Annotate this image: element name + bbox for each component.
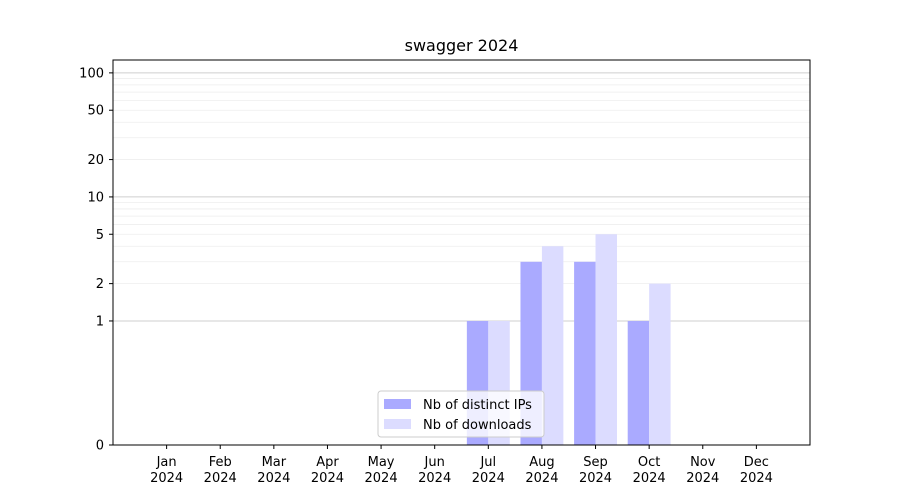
legend-swatch-distinct-ips <box>384 399 411 409</box>
y-tick-label: 20 <box>87 153 104 168</box>
x-tick-year: 2024 <box>579 471 612 486</box>
x-tick-label: Jul 2024 <box>472 455 505 486</box>
x-tick-label: Nov 2024 <box>686 455 719 486</box>
x-tick-label: May 2024 <box>365 455 398 486</box>
x-tick-year: 2024 <box>686 471 719 486</box>
bar-distinct-ips-oct <box>627 320 650 445</box>
x-tick-year: 2024 <box>150 471 183 486</box>
x-tick-label: Aug 2024 <box>525 455 558 486</box>
y-tick-label: 2 <box>96 277 104 292</box>
x-tick-month: Jun <box>424 455 445 470</box>
chart-title: swagger 2024 <box>405 36 519 55</box>
x-tick-month: Mar <box>262 455 287 470</box>
x-tick-month: Feb <box>209 455 232 470</box>
x-tick-month: Oct <box>638 455 660 470</box>
major-grid <box>113 72 810 322</box>
x-tick-label: Mar 2024 <box>257 455 290 486</box>
x-tick-year: 2024 <box>204 471 237 486</box>
x-tick-label: Feb 2024 <box>204 455 237 486</box>
x-tick-label: Jan 2024 <box>150 455 183 486</box>
bar-downloads-sep <box>595 234 617 445</box>
x-tick-year: 2024 <box>525 471 558 486</box>
x-tick-month: Dec <box>744 455 769 470</box>
x-tick-label: Apr 2024 <box>311 455 344 486</box>
plot-frame <box>112 59 811 446</box>
x-tick-label: Oct 2024 <box>633 455 666 486</box>
x-tick-month: Aug <box>529 455 554 470</box>
x-tick-month: May <box>368 455 395 470</box>
x-tick-year: 2024 <box>257 471 290 486</box>
x-tick-year: 2024 <box>418 471 451 486</box>
bar-downloads-oct <box>649 283 671 445</box>
y-tick-label: 100 <box>79 66 104 81</box>
x-tick-month: Jul <box>479 455 496 470</box>
y-tick-label: 0 <box>96 439 104 454</box>
x-tick-month: Sep <box>583 455 608 470</box>
y-tick-label: 50 <box>87 104 104 119</box>
legend-box <box>377 390 545 438</box>
legend-swatch-downloads <box>384 419 411 429</box>
legend-label-downloads: Nb of downloads <box>423 418 532 433</box>
x-tick-label: Jun 2024 <box>418 455 451 486</box>
y-tick-label: 5 <box>96 228 104 243</box>
legend: Nb of distinct IPs Nb of downloads <box>377 390 545 438</box>
x-tick-year: 2024 <box>633 471 666 486</box>
x-tick-month: Nov <box>690 455 716 470</box>
bar-distinct-ips-sep <box>574 261 596 445</box>
x-tick-year: 2024 <box>740 471 773 486</box>
x-tick-label: Dec 2024 <box>740 455 773 486</box>
x-tick-year: 2024 <box>311 471 344 486</box>
minor-grid <box>113 78 810 285</box>
x-tick-year: 2024 <box>365 471 398 486</box>
x-tick-month: Apr <box>316 455 339 470</box>
y-tick-label: 1 <box>96 314 104 329</box>
y-axis: 0 1 2 5 10 20 50 100 <box>79 66 113 454</box>
legend-label-distinct-ips: Nb of distinct IPs <box>423 398 532 413</box>
x-tick-label: Sep 2024 <box>579 455 612 486</box>
x-tick-year: 2024 <box>472 471 505 486</box>
y-tick-label: 10 <box>87 190 104 205</box>
bar-downloads-aug <box>541 246 564 445</box>
x-tick-month: Jan <box>156 455 177 470</box>
